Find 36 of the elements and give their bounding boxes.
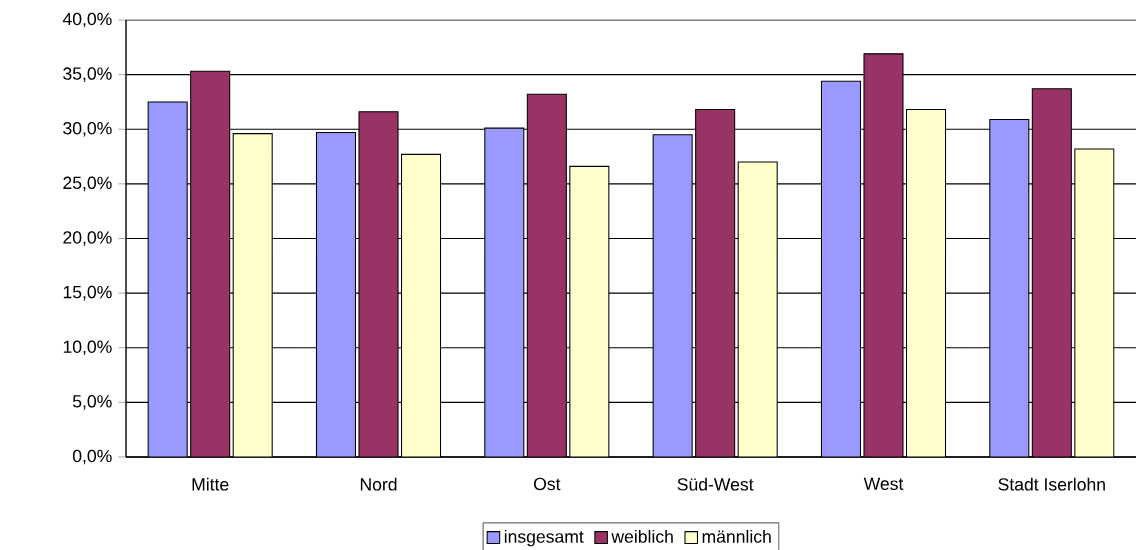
y-tick-label: 15,0% [63,285,112,301]
y-tick-label: 0,0% [72,449,112,465]
y-tick-label: 30,0% [63,121,112,137]
y-tick-label: 10,0% [63,340,112,356]
bar [569,165,610,457]
bar [989,118,1030,457]
x-tick-label: Nord [360,477,397,491]
bar [737,161,778,457]
bar [190,70,231,457]
bar [820,80,862,457]
y-tick-label: 5,0% [72,395,112,410]
bar [1031,88,1072,457]
bar [695,109,736,457]
x-tick-label: Ost [533,477,561,491]
y-tick-label: 25,0% [63,176,112,192]
bar [863,53,904,457]
x-tick-label: West [863,477,904,490]
bar [358,111,399,457]
legend-label: männlich [702,529,771,543]
bar [652,134,693,457]
bar [315,131,357,457]
y-tick-label: 20,0% [63,231,112,246]
legend-label: weiblich [611,529,673,543]
x-tick-label: Mitte [192,477,229,491]
legend-label: insgesamt [504,529,584,547]
y-tick-label: 40,0% [62,12,112,28]
x-tick-label: Stadt Iserlohn [998,477,1105,491]
bar [526,93,567,457]
bar [484,127,525,457]
bar [400,153,442,457]
bar [1074,148,1115,457]
y-tick-label: 35,0% [63,67,112,82]
x-tick-label: Süd-West [677,477,754,491]
bar [147,101,188,457]
bar [905,109,947,457]
bar [232,133,273,457]
